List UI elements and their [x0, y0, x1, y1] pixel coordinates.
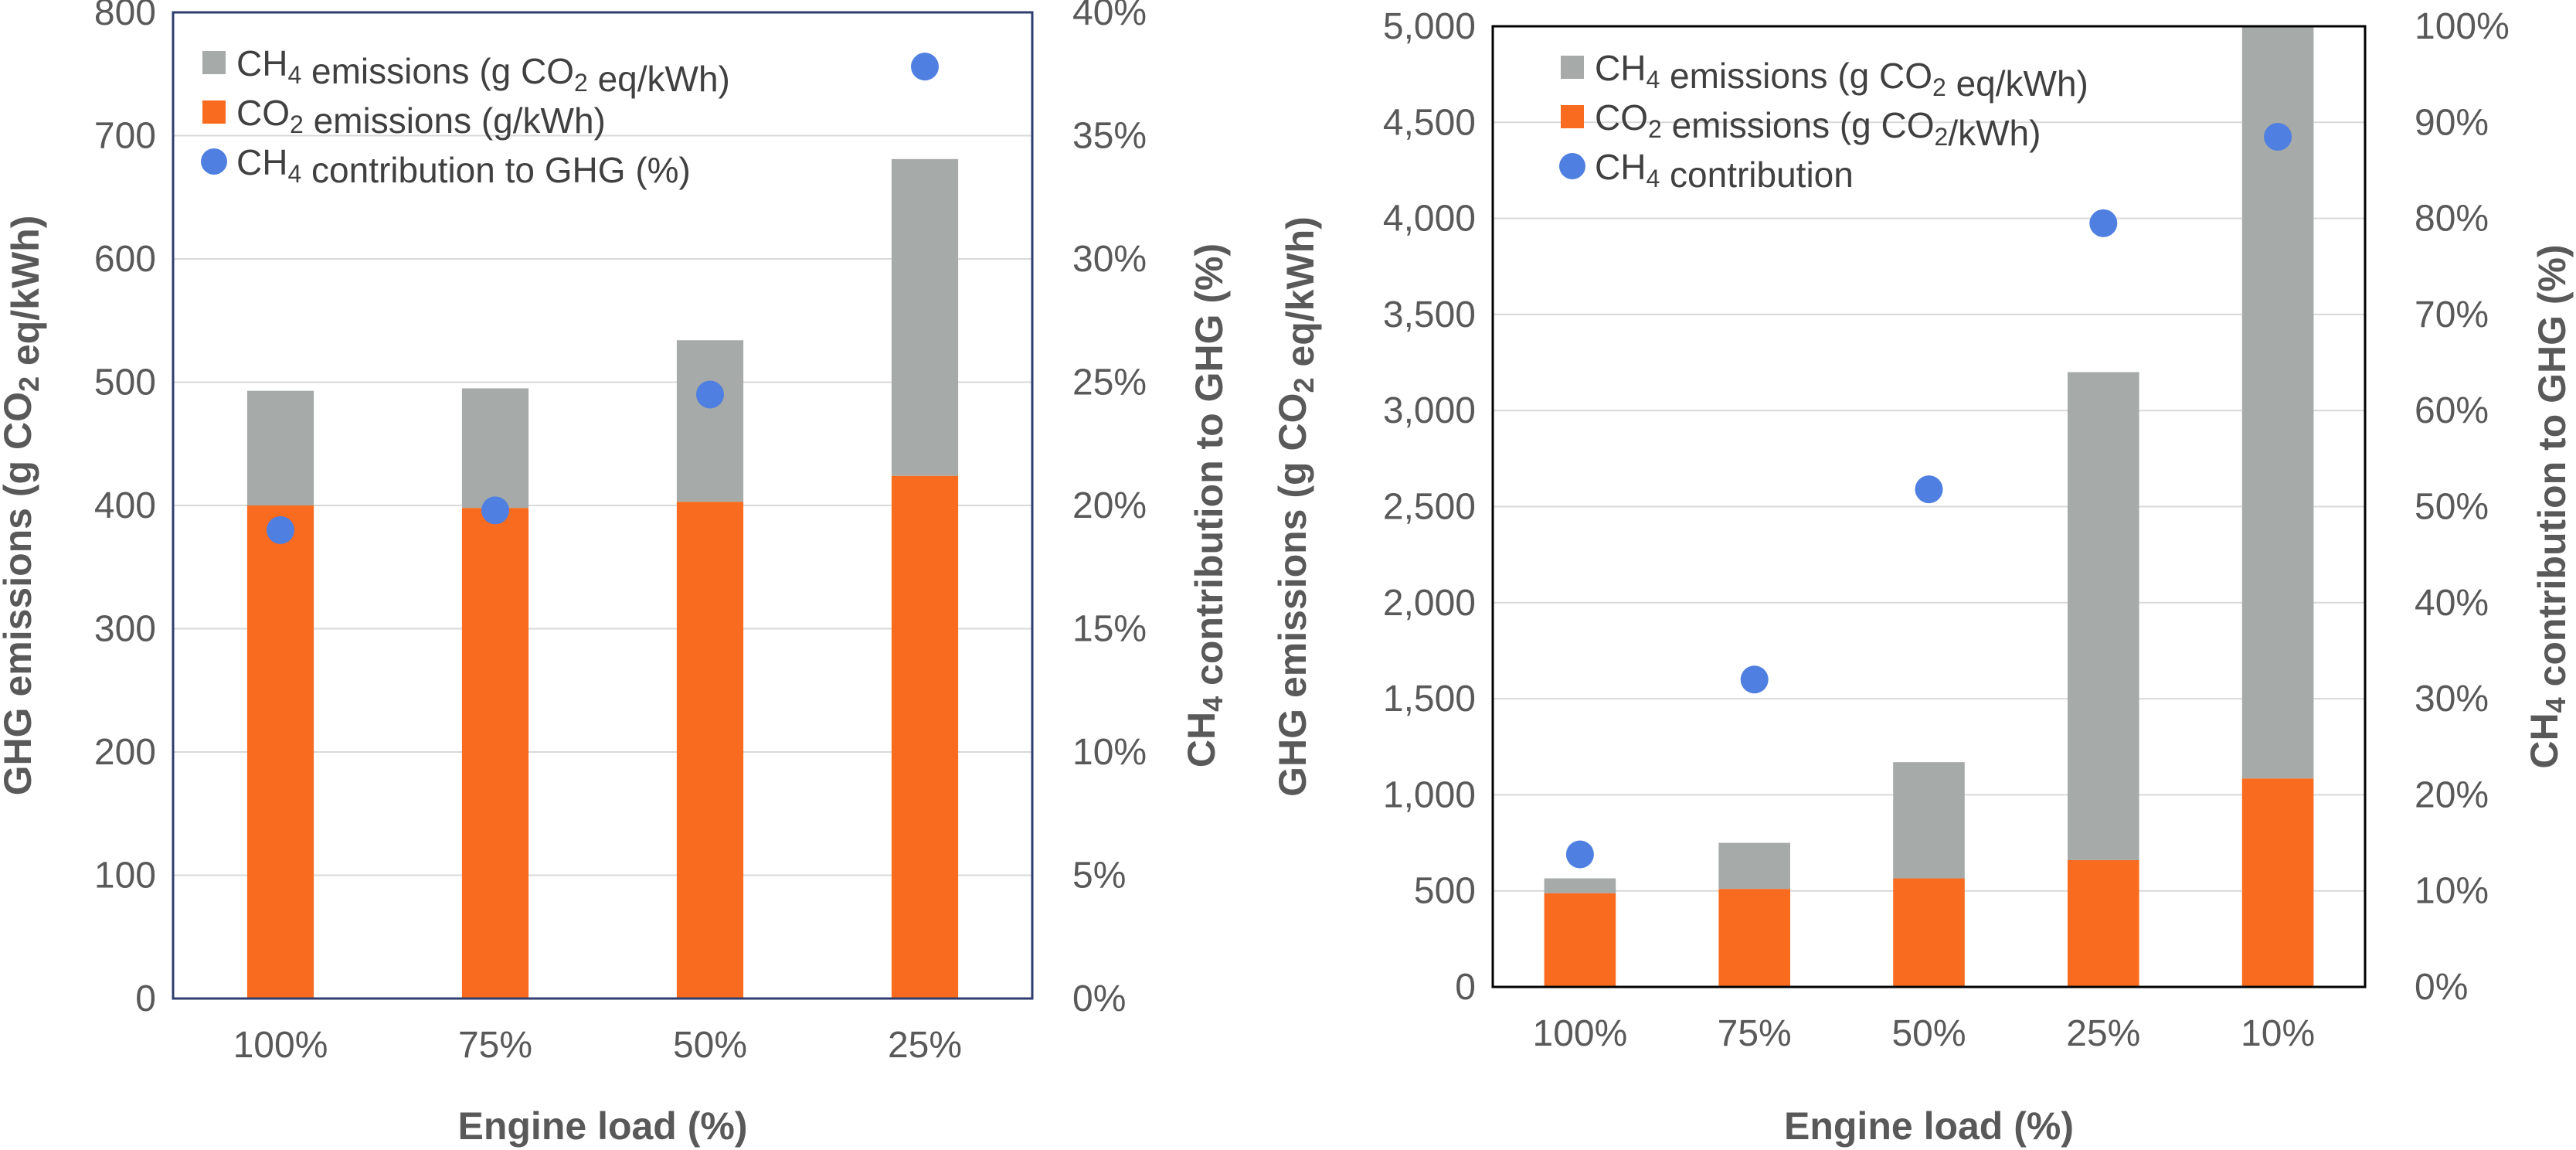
y-right-tick-label: 0% — [2415, 967, 2468, 1008]
y-left-tick-label: 1,000 — [1383, 774, 1476, 815]
legend-ch4-emissions-label: CH4 emissions (g CO2 eq/kWh) — [1595, 48, 2088, 104]
y-left-tick-label: 700 — [94, 116, 156, 157]
ch4-contribution-point — [2264, 122, 2292, 151]
y-right-tick-label: 0% — [1072, 978, 1126, 1019]
y-left-tick-label: 500 — [1414, 871, 1476, 912]
legend-ch4-contribution-label: CH4 contribution to GHG (%) — [236, 142, 691, 190]
y-left-axis-title: GHG emissions (g CO2 eq/kWh) — [1271, 216, 1322, 797]
y-right-tick-label: 15% — [1072, 609, 1147, 650]
y-left-tick-label: 3,500 — [1383, 294, 1476, 335]
y-right-tick-label: 80% — [2415, 199, 2489, 240]
y-right-tick-label: 20% — [1072, 485, 1147, 526]
y-left-tick-label: 800 — [94, 0, 156, 33]
co2-bar — [676, 502, 744, 999]
y-left-tick-label: 500 — [94, 362, 156, 403]
y-left-tick-label: 2,000 — [1383, 583, 1476, 624]
x-axis-title: Engine load (%) — [458, 1104, 748, 1148]
y-right-tick-label: 90% — [2415, 102, 2489, 143]
legend-ch4-emissions-swatch — [1561, 56, 1584, 79]
y-left-tick-label: 0 — [1455, 967, 1476, 1008]
co2-bar — [246, 505, 314, 999]
y-right-tick-label: 100% — [2415, 6, 2510, 47]
y-right-tick-label: 30% — [2415, 679, 2489, 720]
legend-ch4-emissions-swatch — [202, 51, 226, 74]
y-right-tick-label: 10% — [1072, 732, 1147, 773]
ch4-bar — [676, 340, 744, 502]
legend-co2-emissions-label: CO2 emissions (g CO2/kWh) — [1595, 97, 2041, 153]
y-right-tick-label: 70% — [2415, 294, 2489, 335]
co2-bar — [2068, 859, 2139, 987]
ch4-bar — [1893, 762, 1965, 879]
ch4-contribution-point — [1915, 475, 1943, 504]
legend-co2-emissions-label: CO2 emissions (g/kWh) — [236, 93, 606, 141]
y-right-tick-label: 40% — [1072, 0, 1147, 33]
x-category-label: 25% — [2066, 1013, 2140, 1054]
y-right-tick-label: 5% — [1072, 856, 1126, 897]
y-left-tick-label: 2,500 — [1383, 487, 1476, 528]
ch4-bar — [461, 388, 529, 509]
y-right-tick-label: 25% — [1072, 362, 1147, 403]
co2-bar — [2241, 778, 2314, 987]
legend-co2-emissions-swatch — [1561, 105, 1584, 128]
x-category-label: 50% — [673, 1025, 747, 1066]
co2-bar — [1718, 889, 1790, 987]
y-left-tick-label: 4,000 — [1383, 199, 1476, 240]
y-right-tick-label: 10% — [2415, 871, 2489, 912]
ch4-contribution-point — [911, 53, 939, 81]
right-chart: 0 500 1,000 1,500 2,000 2,500 3,000 3,500 4,000 4… — [1271, 6, 2574, 1148]
y-left-tick-label: 3,000 — [1383, 390, 1476, 431]
x-category-label: 50% — [1891, 1013, 1966, 1054]
x-category-label: 10% — [2241, 1013, 2315, 1054]
ch4-contribution-point — [1740, 665, 1769, 694]
ch4-bar — [2068, 372, 2139, 860]
ch4-bar — [246, 390, 314, 505]
ch4-contribution-point — [1565, 840, 1594, 869]
y-right-tick-label: 20% — [2415, 774, 2489, 815]
plot-frame — [172, 11, 1034, 1000]
x-axis-title: Engine load (%) — [1784, 1104, 2074, 1148]
y-left-tick-label: 200 — [94, 732, 156, 773]
legend-co2-emissions-swatch — [202, 100, 226, 124]
y-right-axis-title: CH4 contribution to GHG (%) — [1180, 243, 1231, 767]
y-left-tick-label: 4,500 — [1383, 102, 1476, 143]
y-right-tick-label: 60% — [2415, 390, 2489, 431]
legend-ch4-contribution-label: CH4 contribution — [1595, 147, 1854, 195]
y-left-tick-label: 300 — [94, 609, 156, 650]
y-right-tick-label: 35% — [1072, 116, 1147, 157]
ch4-bar — [2241, 26, 2314, 779]
x-category-label: 75% — [458, 1025, 532, 1066]
y-left-tick-label: 100 — [94, 856, 156, 897]
y-right-tick-label: 50% — [2415, 487, 2489, 528]
ch4-bar — [1718, 842, 1790, 890]
co2-bar — [1893, 878, 1965, 987]
ch4-bar — [891, 158, 959, 476]
y-right-axis-title: CH4 contribution to GHG (%) — [2523, 244, 2574, 768]
y-right-tick-label: 30% — [1072, 239, 1147, 280]
x-category-label: 100% — [1533, 1013, 1628, 1054]
y-left-axis-title: GHG emissions (g CO2 eq/kWh) — [0, 216, 47, 796]
y-left-tick-label: 400 — [94, 485, 156, 526]
x-category-label: 75% — [1718, 1013, 1792, 1054]
left-chart: 0 100 200 300 400 500 600 700 800 0% 5% 10% 15% 20% 25… — [0, 0, 1231, 1148]
co2-bar — [891, 475, 959, 999]
ch4-contribution-point — [696, 380, 724, 409]
plot-frame — [1491, 25, 2367, 988]
legend-ch4-contribution-swatch — [201, 148, 227, 175]
legend-ch4-contribution-swatch — [1559, 153, 1585, 179]
x-category-label: 25% — [888, 1025, 962, 1066]
x-category-label: 100% — [233, 1025, 328, 1066]
co2-bar — [1544, 893, 1616, 987]
y-left-tick-label: 0 — [135, 978, 156, 1019]
y-left-tick-label: 1,500 — [1383, 679, 1476, 720]
ch4-contribution-point — [267, 515, 294, 544]
y-left-tick-label: 600 — [94, 239, 156, 280]
y-right-tick-label: 40% — [2415, 583, 2489, 624]
legend-ch4-emissions-label: CH4 emissions (g CO2 eq/kWh) — [236, 43, 730, 99]
y-left-tick-label: 5,000 — [1383, 6, 1476, 47]
ch4-bar — [1544, 878, 1616, 893]
co2-bar — [461, 508, 529, 999]
ch4-contribution-point — [2089, 209, 2118, 237]
ch4-contribution-point — [481, 496, 509, 525]
